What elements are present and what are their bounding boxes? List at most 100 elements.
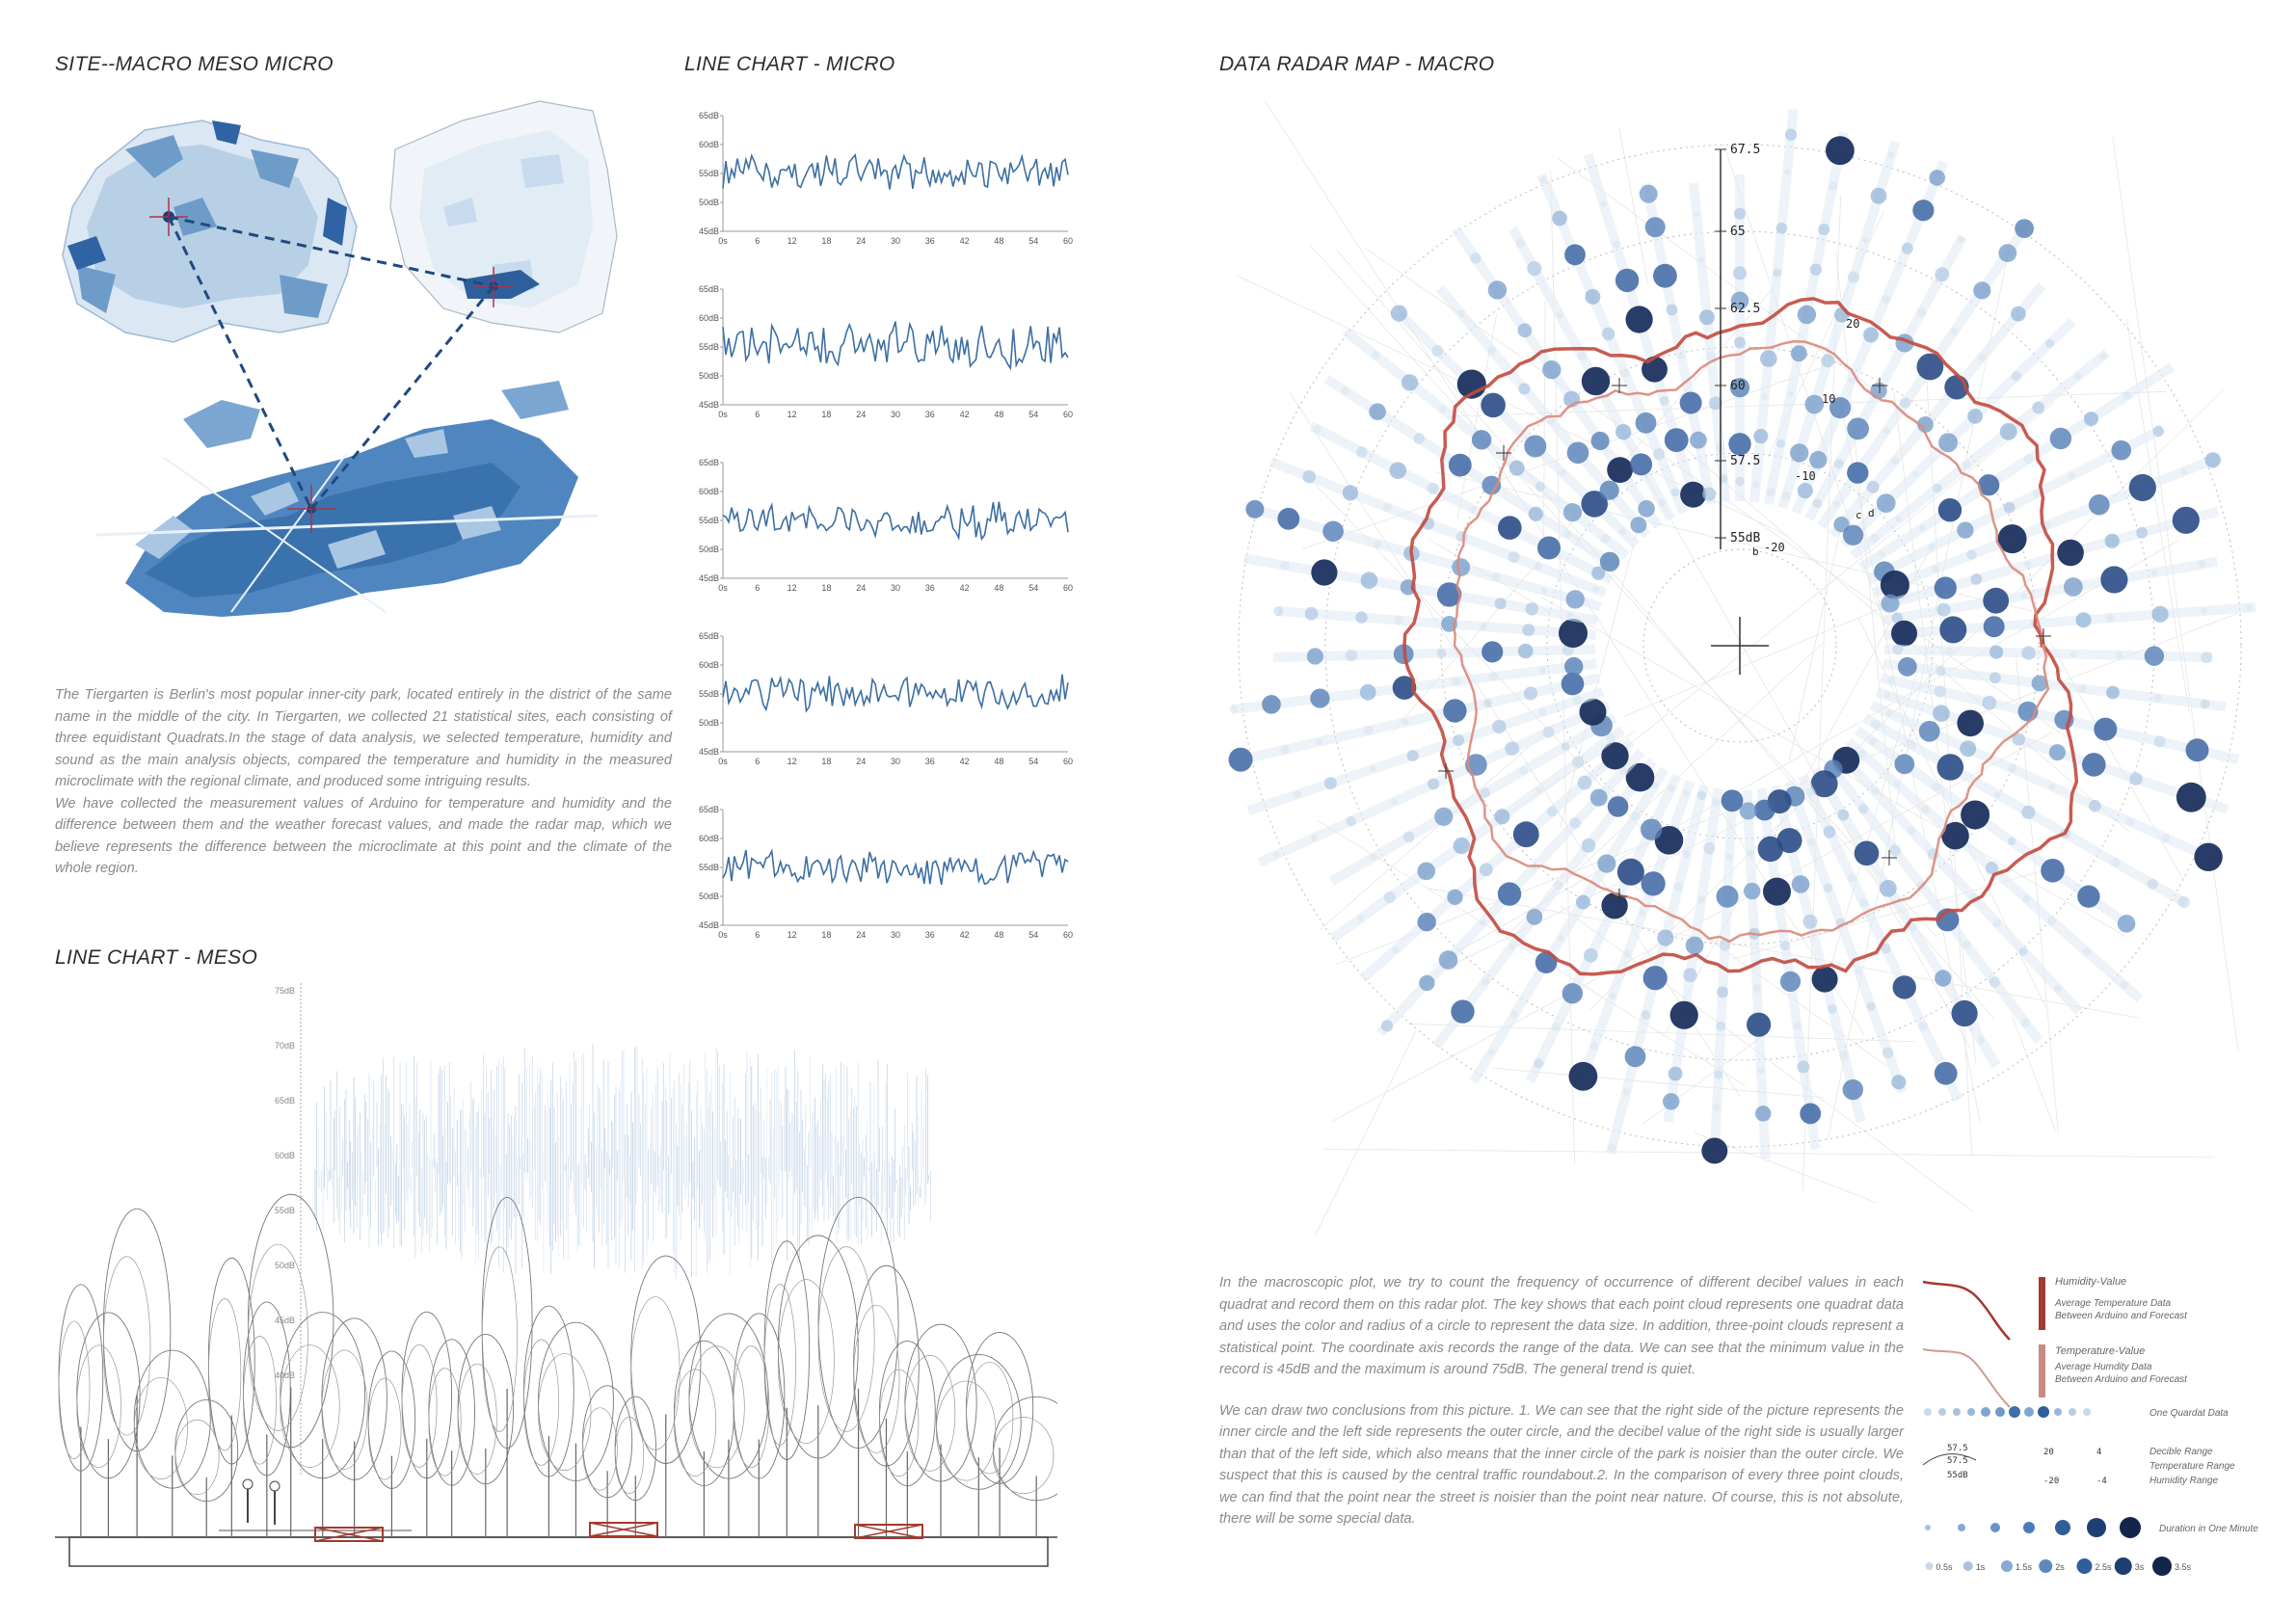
decibel-axis-label: 60 (1730, 379, 1746, 393)
micro-y-tick: 55dB (699, 863, 719, 872)
humidity-axis-label: 20 (1846, 317, 1859, 331)
temperature-legend-bar (2039, 1344, 2045, 1397)
range-label-4: 20 (2043, 1448, 2054, 1457)
micro-x-tick: 54 (1028, 236, 1038, 246)
micro-x-tick: 48 (994, 410, 1003, 419)
micro-x-tick: 30 (891, 583, 900, 593)
humidity-axis-label: -10 (1795, 469, 1816, 483)
duration-value: 2.5s (2096, 1562, 2113, 1572)
temperature-legend-sub1: Average Humdity Data (2054, 1362, 2152, 1372)
micro-x-tick: 18 (821, 930, 831, 940)
meso-y-tick: 60dB (275, 1151, 295, 1160)
decibel-axis-label: 55dB (1730, 531, 1760, 545)
range-label-2: 57.5 (1947, 1456, 1968, 1466)
micro-x-tick: 48 (994, 757, 1003, 766)
micro-x-tick: 24 (856, 757, 866, 766)
humidity-legend-sub2: Between Arduino and Forecast (2055, 1311, 2188, 1321)
micro-x-tick: 54 (1028, 930, 1038, 940)
micro-y-tick: 50dB (699, 891, 719, 901)
micro-x-tick: 60 (1063, 410, 1073, 419)
quadrat-legend-label: One Quardat Data (2149, 1408, 2229, 1419)
micro-x-tick: 48 (994, 236, 1003, 246)
micro-x-tick: 18 (821, 410, 831, 419)
decibel-axis-label: 67.5 (1730, 143, 1760, 157)
duration-values-row: 0.5s 1s 1.5s 2s 2.5s 3s 3.5s (1925, 1556, 2192, 1576)
micro-x-tick: 60 (1063, 583, 1073, 593)
temperature-legend-sub2: Between Arduino and Forecast (2055, 1374, 2188, 1385)
radar-description: In the macroscopic plot, we try to count… (1219, 1272, 1904, 1530)
micro-x-tick: 30 (891, 757, 900, 766)
micro-y-tick: 50dB (699, 198, 719, 207)
micro-line-2 (722, 321, 1069, 371)
site-paragraph-1: The Tiergarten is Berlin's most popular … (55, 687, 672, 789)
temperature-curve (1452, 340, 2050, 944)
decibel-axis-label: 57.5 (1730, 454, 1760, 468)
micro-x-tick: 48 (994, 583, 1003, 593)
micro-x-tick: 54 (1028, 757, 1038, 766)
micro-x-tick: 24 (856, 930, 866, 940)
micro-x-tick: 0s (718, 236, 728, 246)
micro-x-tick: 6 (755, 236, 760, 246)
micro-x-tick: 36 (925, 410, 935, 419)
decibel-axis-label: 65 (1730, 225, 1746, 239)
duration-dot (2114, 1557, 2132, 1575)
humidity-axis-label: -20 (1764, 541, 1785, 554)
meso-map (389, 100, 618, 333)
micro-x-tick: 36 (925, 930, 935, 940)
site-description: The Tiergarten is Berlin's most popular … (55, 684, 672, 880)
micro-y-tick: 45dB (699, 747, 719, 757)
micro-line-5 (722, 848, 1069, 886)
radar-heading: DATA RADAR MAP - MACRO (1219, 53, 1495, 75)
micro-y-tick: 55dB (699, 342, 719, 352)
micro-y-tick: 60dB (699, 834, 719, 843)
micro-y-tick: 65dB (699, 111, 719, 120)
radar-paragraph-2: We can draw two conclusions from this pi… (1219, 1402, 1904, 1528)
micro-map (95, 381, 599, 617)
micro-x-tick: 6 (755, 583, 760, 593)
micro-x-tick: 36 (925, 583, 935, 593)
duration-value: 3s (2135, 1562, 2145, 1572)
micro-x-tick: 42 (960, 583, 970, 593)
quadrat-legend-dots (1924, 1406, 2091, 1418)
bench (589, 1522, 658, 1537)
radar-paragraph-1: In the macroscopic plot, we try to count… (1219, 1275, 1904, 1377)
micro-x-tick: 42 (960, 410, 970, 419)
micro-x-tick: 60 (1063, 930, 1073, 940)
micro-x-tick: 54 (1028, 410, 1038, 419)
micro-x-tick: 0s (718, 757, 728, 766)
duration-legend-label: Duration in One Minute (2159, 1524, 2258, 1534)
micro-y-tick: 55dB (699, 169, 719, 178)
duration-legend-dots (1925, 1517, 2141, 1538)
temperature-legend-curve (1922, 1348, 2011, 1408)
decibel-axis-label: 62.5 (1730, 302, 1760, 316)
micro-x-tick: 12 (788, 757, 797, 766)
meso-heading: LINE CHART - MESO (55, 946, 258, 969)
bench (314, 1527, 384, 1542)
micro-y-tick: 60dB (699, 140, 719, 149)
micro-x-tick: 24 (856, 583, 866, 593)
micro-x-tick: 18 (821, 757, 831, 766)
meso-y-tick: 75dB (275, 986, 295, 996)
site-paragraph-2: We have collected the measurement values… (55, 795, 672, 877)
micro-y-tick: 50dB (699, 371, 719, 381)
duration-dot (1925, 1562, 1934, 1570)
micro-x-tick: 42 (960, 757, 970, 766)
micro-y-tick: 50dB (699, 718, 719, 728)
micro-x-tick: 0s (718, 930, 728, 940)
micro-x-tick: 0s (718, 583, 728, 593)
micro-y-tick: 65dB (699, 458, 719, 467)
meso-sound-lines (314, 1044, 931, 1280)
duration-dot (1962, 1561, 1973, 1571)
range-label-6: 4 (2096, 1448, 2101, 1457)
micro-y-tick: 45dB (699, 400, 719, 410)
duration-value: 2s (2055, 1562, 2065, 1572)
micro-y-tick: 60dB (699, 660, 719, 670)
micro-y-tick: 45dB (699, 226, 719, 236)
range-label-7: -4 (2096, 1477, 2107, 1486)
micro-x-tick: 48 (994, 930, 1003, 940)
duration-dot (2001, 1560, 2013, 1572)
micro-x-tick: 24 (856, 236, 866, 246)
duration-value: 1s (1976, 1562, 1986, 1572)
